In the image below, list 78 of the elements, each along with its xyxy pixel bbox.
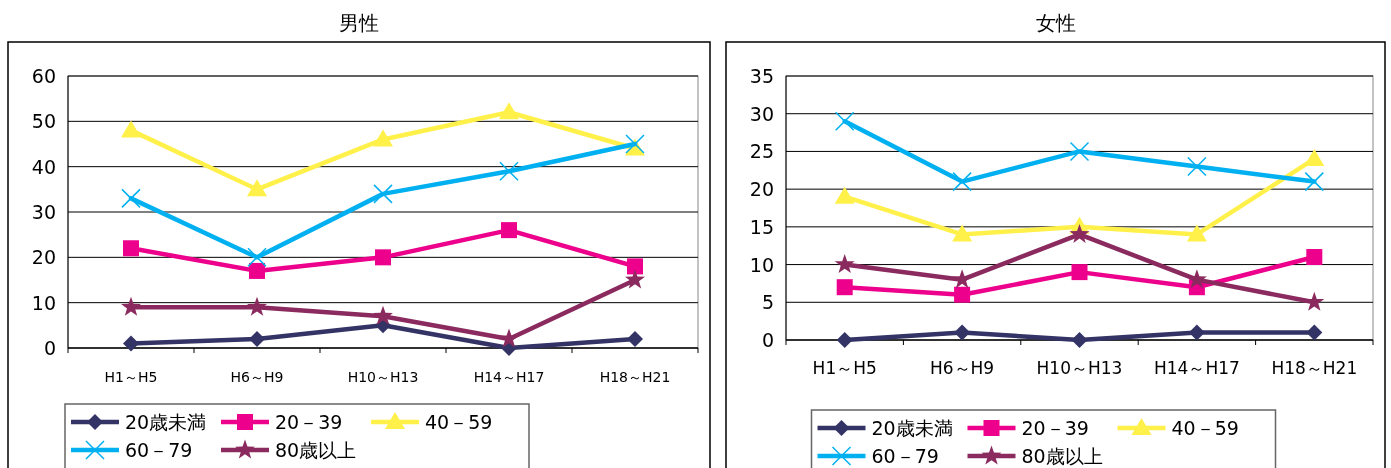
point xyxy=(373,305,393,325)
legend-label: 20歳未満 xyxy=(125,411,207,433)
point xyxy=(249,262,265,279)
point xyxy=(1069,223,1090,243)
y-tick-label: 0 xyxy=(43,337,56,359)
point xyxy=(375,249,391,266)
x-tick-label: H18～H21 xyxy=(599,369,671,385)
y-tick-label: 20 xyxy=(749,178,774,201)
point xyxy=(1306,249,1323,266)
y-tick-label: 10 xyxy=(31,291,56,314)
y-tick-label: 60 xyxy=(31,65,56,87)
y-tick-label: 35 xyxy=(749,65,774,87)
x-tick-label: H10～H13 xyxy=(347,369,419,385)
point xyxy=(625,269,645,289)
legend-label: 20歳未満 xyxy=(871,417,953,439)
y-tick-label: 25 xyxy=(749,140,774,163)
point xyxy=(501,222,517,239)
legend-label: 80歳以上 xyxy=(1021,445,1103,467)
y-tick-label: 15 xyxy=(749,215,774,238)
x-tick-label: H1～H5 xyxy=(812,358,877,378)
y-tick-label: 5 xyxy=(761,291,774,314)
point xyxy=(1188,324,1205,341)
legend-label: 40－59 xyxy=(425,411,493,433)
y-tick-label: 0 xyxy=(761,329,774,351)
point xyxy=(1306,324,1323,341)
point xyxy=(123,335,139,352)
point xyxy=(499,102,519,120)
point xyxy=(834,254,855,274)
point xyxy=(627,258,643,275)
x-tick-label: H1～H5 xyxy=(104,369,158,385)
point xyxy=(836,332,853,348)
point xyxy=(249,330,265,347)
point xyxy=(1186,224,1207,242)
point xyxy=(1304,148,1325,166)
legend-label: 20－39 xyxy=(275,411,343,433)
y-tick-label: 50 xyxy=(31,110,56,133)
point xyxy=(627,330,643,347)
legend-label: 20－39 xyxy=(1021,417,1089,439)
legend-label: 60－79 xyxy=(871,445,939,467)
point xyxy=(373,129,393,147)
point xyxy=(121,188,141,209)
x-tick-label: H18～H21 xyxy=(1271,358,1358,378)
point xyxy=(247,179,267,197)
point xyxy=(954,286,971,303)
chart-title: 男性 xyxy=(339,11,379,35)
x-tick-label: H14～H17 xyxy=(1153,358,1240,378)
point xyxy=(247,247,267,268)
point xyxy=(499,161,519,181)
point xyxy=(836,279,853,296)
legend-label: 80歳以上 xyxy=(275,439,357,461)
point xyxy=(121,120,141,138)
point xyxy=(121,296,141,316)
y-tick-label: 20 xyxy=(31,246,56,269)
x-tick-label: H6～H9 xyxy=(930,358,995,378)
point xyxy=(1071,264,1088,281)
y-tick-label: 10 xyxy=(749,253,774,276)
point xyxy=(1304,171,1325,192)
point xyxy=(1187,156,1207,177)
legend-label: 60－79 xyxy=(125,439,193,461)
x-tick-label: H6～H9 xyxy=(230,369,284,385)
y-tick-label: 30 xyxy=(749,102,774,125)
x-tick-label: H14～H17 xyxy=(473,369,545,385)
point xyxy=(247,296,267,316)
point xyxy=(834,186,855,204)
y-tick-label: 30 xyxy=(31,201,56,223)
legend-label: 40－59 xyxy=(1171,417,1239,439)
x-tick-label: H10～H13 xyxy=(1036,358,1123,378)
chart-title: 女性 xyxy=(1035,11,1076,35)
point xyxy=(499,328,519,348)
point xyxy=(1071,332,1088,348)
point xyxy=(954,324,971,341)
point xyxy=(1069,141,1090,162)
y-tick-label: 40 xyxy=(31,155,56,178)
point xyxy=(123,240,139,257)
point xyxy=(952,224,973,242)
point xyxy=(952,171,972,192)
point xyxy=(373,184,393,204)
point xyxy=(834,111,855,132)
